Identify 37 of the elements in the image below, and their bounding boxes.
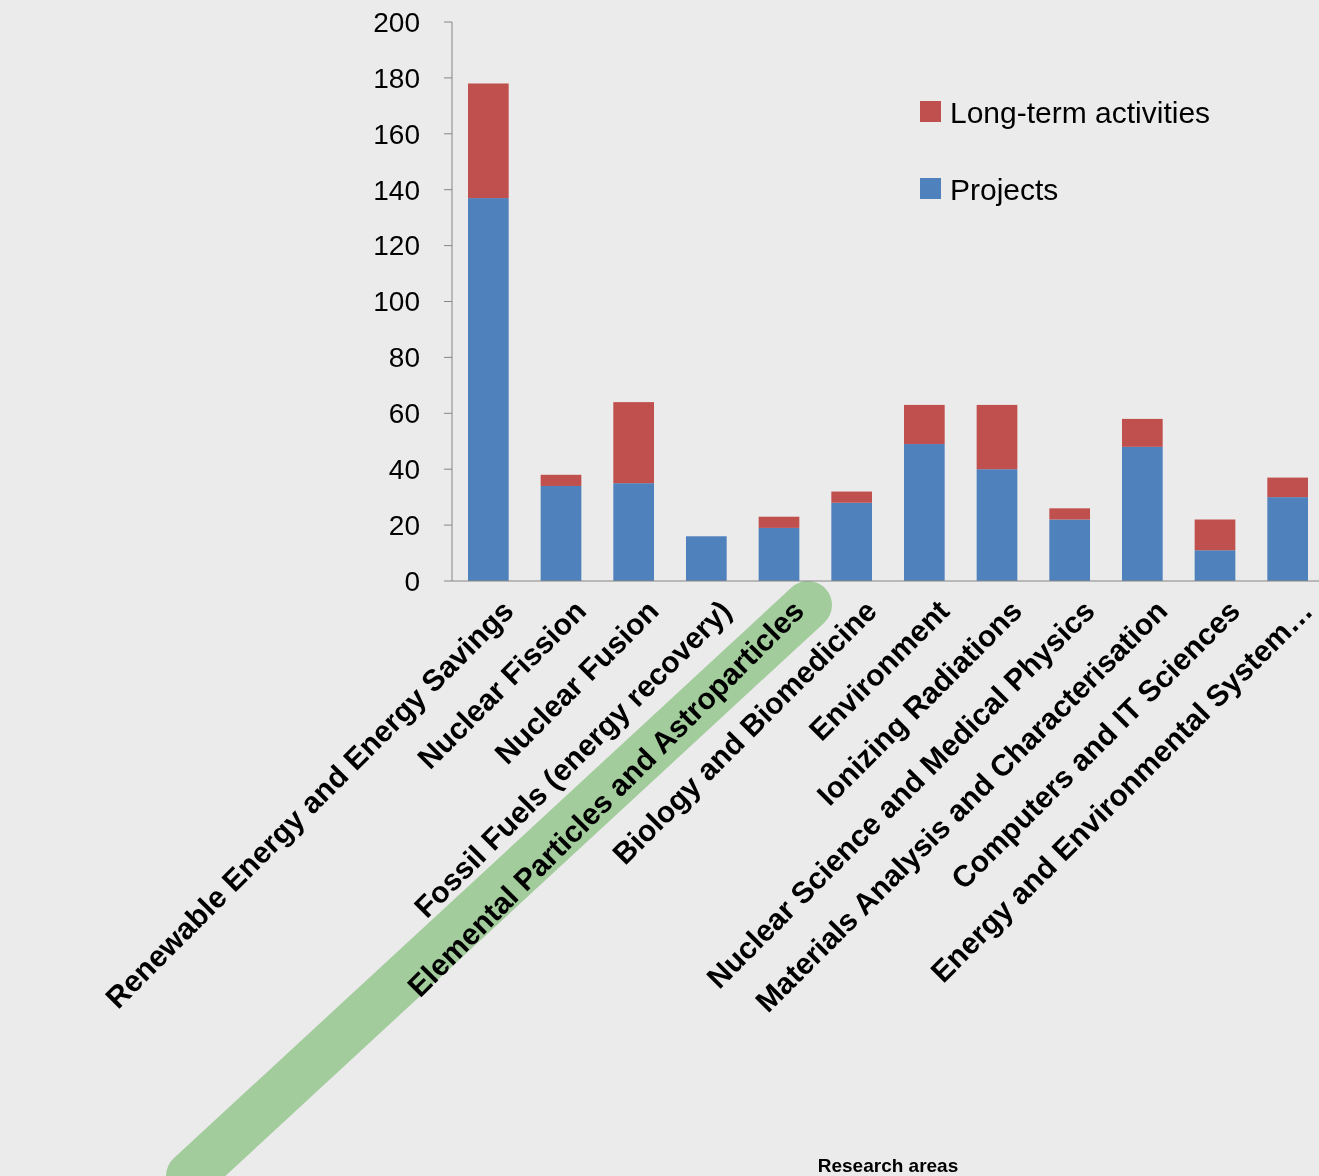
y-tick-label: 20 <box>388 509 420 541</box>
legend-label: Long-term activities <box>950 95 1211 129</box>
y-tick-label: 140 <box>373 174 420 206</box>
bar <box>1194 519 1236 551</box>
bar <box>1267 497 1309 581</box>
bar <box>976 404 1018 470</box>
bar <box>758 527 800 581</box>
y-tick-label: 120 <box>373 230 420 262</box>
bar <box>831 491 873 503</box>
bar <box>903 444 945 581</box>
y-tick-label: 180 <box>373 62 420 94</box>
bar <box>831 502 873 581</box>
bar <box>613 402 655 484</box>
bar <box>1121 446 1163 581</box>
bar <box>613 483 655 581</box>
bar <box>1121 418 1163 447</box>
bar <box>1049 519 1091 581</box>
bar <box>758 516 800 528</box>
bar <box>467 83 509 199</box>
text: Research areas <box>817 1155 959 1176</box>
y-tick-label: 200 <box>373 6 420 38</box>
legend-label: Projects <box>950 172 1059 206</box>
bar <box>685 536 727 581</box>
bar <box>1267 477 1309 498</box>
bar <box>976 469 1018 581</box>
bar <box>540 485 582 581</box>
bar <box>1049 508 1091 520</box>
bar <box>1194 550 1236 581</box>
bar <box>467 198 509 581</box>
y-tick-label: 40 <box>388 454 420 485</box>
y-tick-label: 100 <box>373 286 420 318</box>
bar <box>903 404 945 445</box>
y-tick-label: 60 <box>388 398 420 430</box>
y-tick-label: 80 <box>388 342 420 374</box>
bar <box>540 474 582 486</box>
y-tick-label: 160 <box>373 118 420 150</box>
y-tick-label: 0 <box>404 565 420 597</box>
